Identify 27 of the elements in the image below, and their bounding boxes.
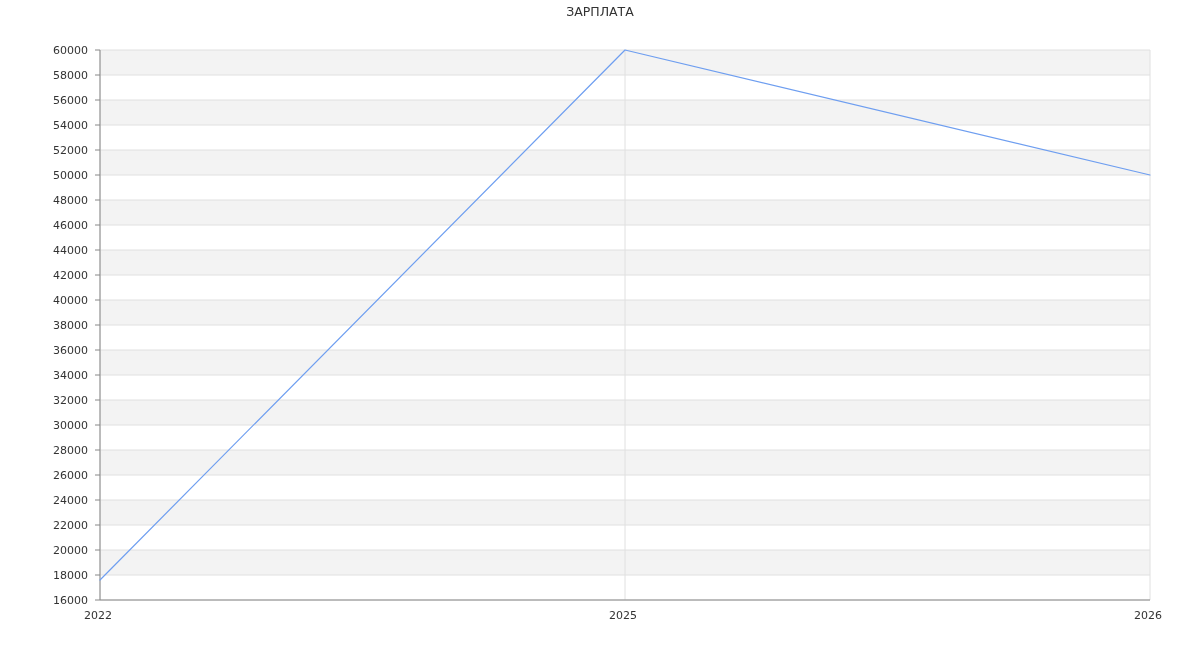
y-tick-label: 48000 — [53, 193, 88, 207]
y-tick-label: 40000 — [53, 293, 88, 307]
y-tick-label: 58000 — [53, 68, 88, 82]
y-tick-label: 50000 — [53, 168, 88, 182]
y-tick-label: 38000 — [53, 318, 88, 332]
y-tick-label: 44000 — [53, 243, 88, 257]
y-tick-label: 46000 — [53, 218, 88, 232]
y-tick-label: 18000 — [53, 568, 88, 582]
y-tick-label: 56000 — [53, 93, 88, 107]
y-tick-label: 42000 — [53, 268, 88, 282]
y-tick-label: 60000 — [53, 43, 88, 57]
y-tick-label: 32000 — [53, 393, 88, 407]
chart-title: ЗАРПЛАТА — [566, 4, 635, 19]
y-tick-label: 20000 — [53, 543, 88, 557]
y-tick-label: 34000 — [53, 368, 88, 382]
x-tick-label: 2026 — [1134, 609, 1162, 622]
y-tick-label: 26000 — [53, 468, 88, 482]
y-tick-label: 28000 — [53, 443, 88, 457]
x-tick-label: 2025 — [609, 609, 637, 622]
y-tick-label: 16000 — [53, 593, 88, 607]
y-tick-label: 36000 — [53, 343, 88, 357]
x-tick-label: 2022 — [84, 609, 112, 622]
y-tick-label: 52000 — [53, 143, 88, 157]
y-tick-label: 22000 — [53, 518, 88, 532]
y-tick-label: 30000 — [53, 418, 88, 432]
y-tick-label: 54000 — [53, 118, 88, 132]
y-tick-label: 24000 — [53, 493, 88, 507]
